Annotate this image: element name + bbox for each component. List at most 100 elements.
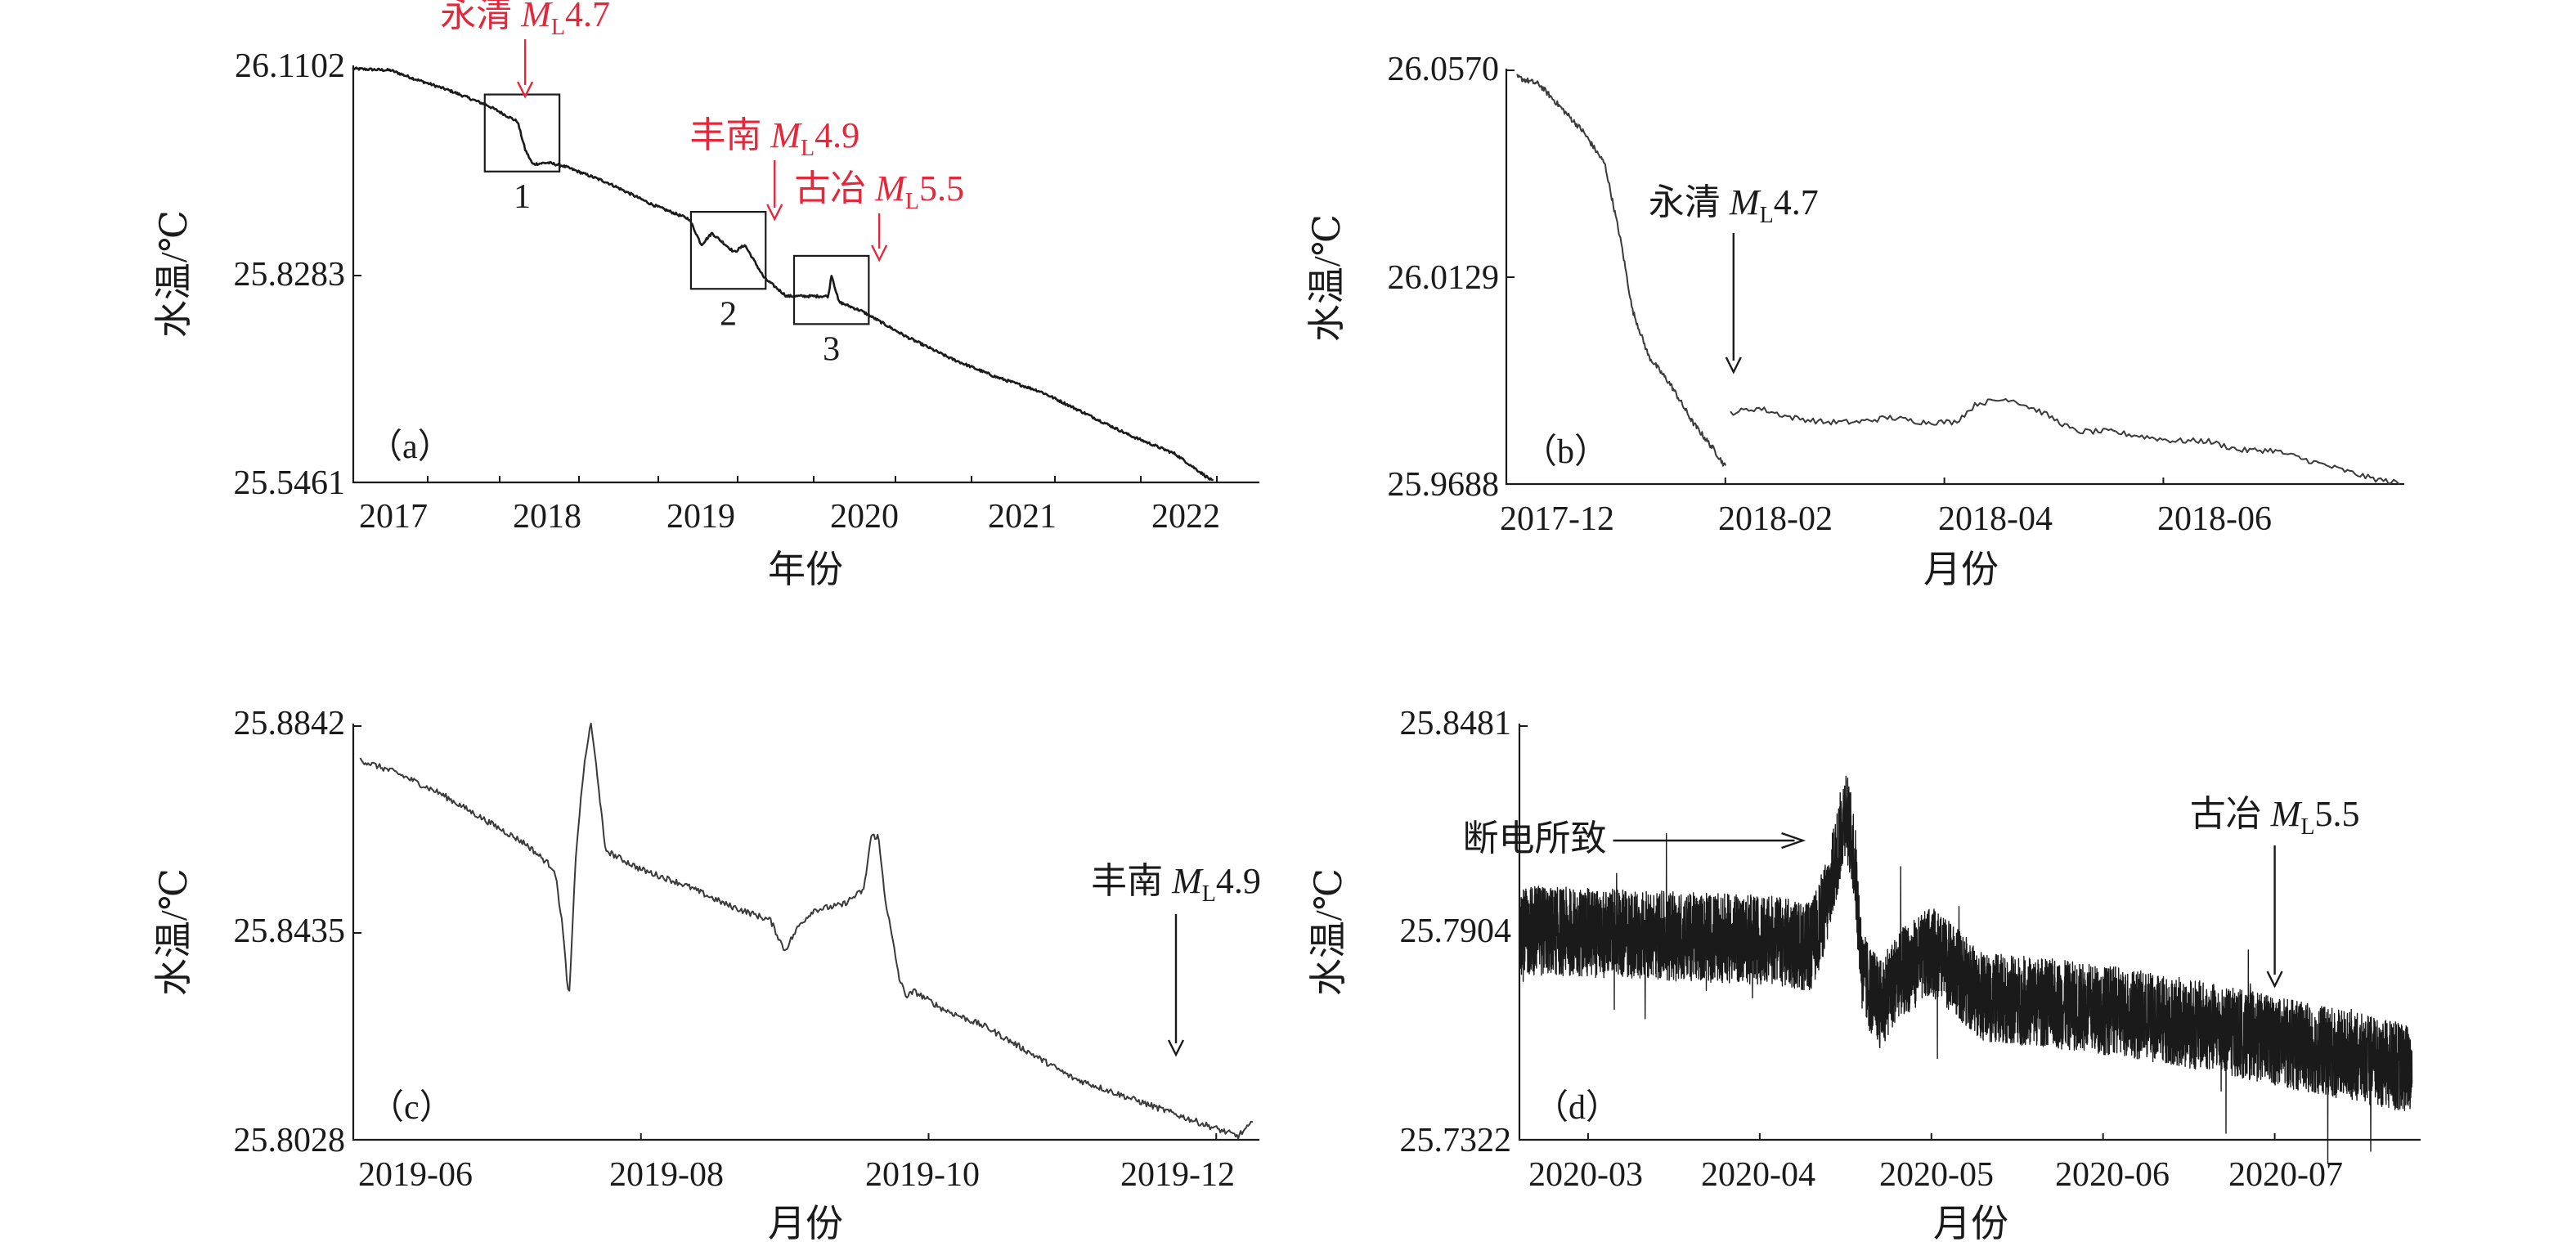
panel-b-series-segment-1 <box>1730 397 2400 485</box>
panel-b-quake-label: 永清 ML4.7 <box>1649 182 1819 228</box>
panel-a-quake-label-2-mag: 5.5 <box>919 168 964 208</box>
panel-c-label: （c） <box>370 1089 454 1127</box>
panel-a-label: （a） <box>368 428 452 466</box>
panel-a-arrow-1-head <box>766 204 783 222</box>
panel-d-xtick-3: 2020-06 <box>2055 1156 2170 1194</box>
panel-d-quake-label-place: 古冶 <box>2190 794 2271 834</box>
panel-b-quake-label-sub: L <box>1760 203 1774 228</box>
panel-d-ylabel: 水温/℃ <box>1308 868 1349 996</box>
panel-d-quake-label-m: M <box>2270 794 2303 834</box>
panel-d-ytick-bottom: 25.7322 <box>1400 1122 1512 1159</box>
panel-c-xlabel: 月份 <box>768 1203 843 1242</box>
panel-c-quake-label-mag: 4.9 <box>1216 861 1261 901</box>
panel-d-quake-label-sub: L <box>2300 814 2314 840</box>
panel-c-quake-label-sub: L <box>1202 881 1216 907</box>
panel-b-label: （b） <box>1523 433 1609 471</box>
panel-d-xlabel: 月份 <box>1933 1203 2008 1242</box>
panel-c-xtick-1: 2019-08 <box>609 1156 724 1194</box>
panel-a-xtick-2021: 2021 <box>988 498 1057 536</box>
panel-d-xtick-4: 2020-07 <box>2228 1156 2343 1194</box>
panel-a-arrow-2-head <box>871 244 888 262</box>
panel-a-arrow-0-head <box>517 81 534 99</box>
panel-b-xlabel: 月份 <box>1923 549 1999 590</box>
panel-a-ytick-top: 26.1102 <box>235 47 345 85</box>
panel-a-axes <box>352 65 1259 484</box>
panel-d-ytick-mid: 25.7904 <box>1400 912 1512 950</box>
panel-a-quake-label-0-place: 永清 <box>440 0 521 34</box>
panel-b-series-segment-0 <box>1516 74 1726 467</box>
panel-a-box-label-2: 2 <box>720 295 737 333</box>
panel-a-quake-label-2: 古冶 ML5.5 <box>794 168 964 214</box>
panel-a-box-1 <box>483 93 561 173</box>
panel-a-box-label-3: 3 <box>823 330 840 368</box>
panel-a-xtick-2022: 2022 <box>1151 498 1220 536</box>
panel-d-quake-label-mag: 5.5 <box>2314 794 2359 834</box>
panel-b-plot-area: 永清 ML4.7 <box>1506 69 2400 485</box>
panel-a-box-3 <box>792 254 870 325</box>
panel-b-quake-label-m: M <box>1729 182 1761 222</box>
panel-b-ytick-mid: 26.0129 <box>1388 259 1500 297</box>
panel-a-xtick-2018: 2018 <box>513 498 581 536</box>
panel-d-xtick-0: 2020-03 <box>1528 1156 1643 1194</box>
panel-c-ytick-bottom: 25.8028 <box>234 1122 346 1159</box>
panel-a-xlabel: 年份 <box>768 549 843 590</box>
panel-a-xtick-2019: 2019 <box>666 498 735 536</box>
panel-a-quake-label-2-sub: L <box>905 189 919 214</box>
panel-b-xtick-0: 2017-12 <box>1500 500 1614 538</box>
panel-d-label: （d） <box>1534 1089 1620 1127</box>
panel-c-ytick-top: 25.8842 <box>234 705 346 742</box>
panel-a-quake-label-1-place: 丰南 <box>689 115 770 155</box>
panel-c-xtick-3: 2019-12 <box>1120 1156 1235 1194</box>
panel-a-xtick-2017: 2017 <box>359 498 428 536</box>
panel-b-quake-label-mag: 4.7 <box>1774 182 1819 222</box>
panel-b-quake-label-place: 永清 <box>1649 182 1730 222</box>
panel-c-arrow-head <box>1167 1039 1185 1057</box>
panel-a-quake-label-2-place: 古冶 <box>794 168 875 208</box>
panel-d-quake-label: 古冶 ML5.5 <box>2190 794 2360 840</box>
panel-c-quake-label-m: M <box>1171 861 1204 901</box>
panel-b-ytick-top: 26.0570 <box>1388 51 1500 88</box>
panel-d-outage-arrow-head <box>1781 832 1806 850</box>
panel-d-xtick-1: 2020-04 <box>1701 1156 1815 1194</box>
panel-c-quake-label: 丰南 ML4.9 <box>1091 861 1261 907</box>
panel-d-xtick-2: 2020-05 <box>1879 1156 1994 1194</box>
panel-a-ytick-mid: 25.8283 <box>234 256 346 294</box>
panel-c-plot-area: 丰南 ML4.9 <box>352 722 1261 1141</box>
panel-b-xtick-2: 2018-04 <box>1938 500 2053 538</box>
panel-b-xtick-1: 2018-02 <box>1718 500 1833 538</box>
panel-a-box-2 <box>689 210 767 290</box>
panel-b: 永清 ML4.7 26.0570 26.0129 25.9688 2017-12… <box>1306 51 2404 590</box>
panel-a-quake-label-0-sub: L <box>551 15 565 40</box>
panel-a-quake-label-0: 永清 ML4.7 <box>440 0 610 40</box>
panel-d-outage-label: 断电所致 <box>1463 818 1607 859</box>
panel-a-ylabel: 水温/℃ <box>153 210 195 338</box>
panel-b-arrow-head <box>1725 356 1742 374</box>
panel-a-xtick-2020: 2020 <box>830 498 899 536</box>
panel-d-ytick-top: 25.8481 <box>1400 705 1512 742</box>
panel-c: 丰南 ML4.9 25.8842 25.8435 25.8028 2019-06… <box>153 705 1261 1242</box>
panel-c-axes <box>352 724 1259 1141</box>
panel-a-quake-label-1-m: M <box>770 115 802 155</box>
panel-a-quake-label-1-mag: 4.9 <box>815 115 859 155</box>
panel-d: 断电所致 古冶 ML5.5 25.8481 25.7904 25.7322 202… <box>1308 705 2421 1242</box>
panel-a-quake-label-1-sub: L <box>801 136 815 161</box>
panel-a-quake-label-0-m: M <box>520 0 553 34</box>
panel-c-series-line <box>359 722 1254 1140</box>
panel-a-quake-label-2-m: M <box>874 168 907 208</box>
panel-d-arrow-head <box>2266 971 2283 989</box>
panel-b-xtick-3: 2018-06 <box>2157 500 2272 538</box>
panel-a-quake-label-1: 丰南 ML4.9 <box>689 115 859 161</box>
panel-d-plot-area: 断电所致 古冶 ML5.5 <box>1463 725 2413 1164</box>
panel-c-xtick-2: 2019-10 <box>865 1156 980 1194</box>
panel-c-ylabel: 水温/℃ <box>153 868 195 996</box>
panel-d-series-line <box>1519 775 2413 1164</box>
panel-c-xtick-0: 2019-06 <box>358 1156 473 1194</box>
panel-c-ytick-mid: 25.8435 <box>234 912 346 950</box>
panel-a-box-label-1: 1 <box>514 178 531 216</box>
panel-b-ylabel: 水温/℃ <box>1306 214 1348 342</box>
panel-a-quake-label-0-mag: 4.7 <box>565 0 610 34</box>
panel-a-ytick-bottom: 25.5461 <box>234 464 346 502</box>
